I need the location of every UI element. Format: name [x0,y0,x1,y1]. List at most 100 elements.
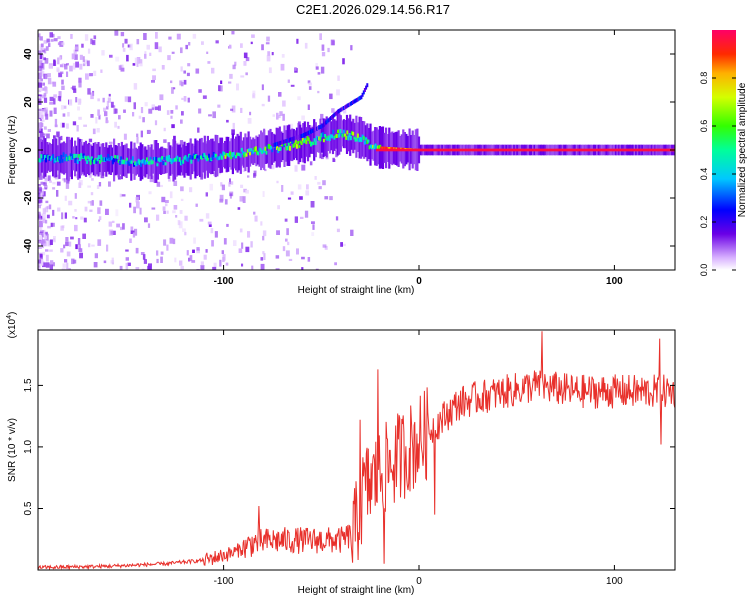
heatmap-branch-cell [297,135,300,140]
heatmap-halo-cell [285,130,288,162]
heatmap-noise-cell [267,51,271,56]
heatmap-noise-cell [98,182,102,187]
heatmap-branch-cell [353,99,356,104]
heatmap-ridge-cell [369,144,372,149]
heatmap-noise-cell [125,262,129,270]
heatmap-ridge-cell [229,151,232,156]
heatmap-noise-cell [163,210,166,214]
heatmap-noise-cell [38,175,43,180]
heatmap-branch-cell [281,140,284,145]
heatmap-noise-cell [223,238,227,245]
heatmap-noise-cell [188,257,191,262]
heatmap-ridge-cell [327,135,330,140]
heatmap-noise-cell [42,208,46,215]
heatmap-noise-cell [58,72,63,78]
heatmap-noise-cell [38,184,41,188]
spectrogram-y-tick-label: -40 [23,238,34,253]
heatmap-noise-cell [74,209,77,212]
heatmap-branch-cell [288,137,291,142]
heatmap-ridge-cell [251,151,254,155]
heatmap-ridge-cell [353,136,356,140]
heatmap-ridge-cell [121,159,124,165]
heatmap-noise-cell [321,52,326,57]
heatmap-noise-cell [108,181,111,187]
heatmap-noise-cell [322,244,327,248]
heatmap-noise-cell [281,54,285,58]
heatmap-noise-cell [243,61,247,66]
heatmap-noise-cell [50,39,54,42]
heatmap-noise-cell [61,85,65,90]
heatmap-halo-cell [361,121,364,157]
heatmap-ridge-cell [129,159,132,164]
heatmap-noise-cell [115,56,120,62]
heatmap-noise-cell [102,97,105,103]
heatmap-noise-cell [151,80,155,83]
heatmap-ridge-cell [378,145,380,151]
heatmap-noise-cell [132,232,136,238]
heatmap-noise-cell [240,107,243,113]
heatmap-branch-cell [341,106,344,111]
heatmap-noise-cell [250,41,253,45]
colorbar-tick-label: 0.4 [699,168,709,181]
heatmap-noise-cell [277,205,280,210]
heatmap-noise-cell [49,180,52,183]
heatmap-noise-cell [40,192,43,200]
heatmap-noise-cell [41,43,44,48]
heatmap-noise-cell [350,229,354,236]
heatmap-branch-cell [314,127,317,132]
heatmap-noise-cell [44,109,48,117]
heatmap-ridge-cell [249,152,251,156]
heatmap-ridge-cell [107,153,110,159]
heatmap-ridge-cell [256,150,259,155]
heatmap-noise-cell [45,249,49,252]
heatmap-noise-cell [47,240,52,247]
heatmap-noise-cell [183,96,187,102]
heatmap-branch-cell [324,121,327,126]
heatmap-branch-cell [285,139,288,143]
heatmap-noise-cell [46,38,50,43]
heatmap-noise-cell [46,214,50,219]
heatmap-halo-cell [164,148,167,174]
heatmap-noise-cell [38,200,41,204]
heatmap-noise-cell [53,94,57,98]
heatmap-noise-cell [57,36,61,40]
heatmap-ridge-cell [190,159,193,164]
heatmap-noise-cell [329,196,333,201]
heatmap-noise-cell [220,80,223,84]
heatmap-ridge-cell [49,157,52,162]
heatmap-noise-cell [208,114,212,117]
heatmap-noise-cell [52,187,56,190]
heatmap-ridge-cell [74,158,77,163]
heatmap-noise-cell [42,214,46,219]
heatmap-noise-cell [139,59,143,64]
heatmap-noise-cell [87,88,91,95]
heatmap-noise-cell [77,106,80,111]
heatmap-noise-cell [70,34,73,39]
heatmap-ridge-cell [204,155,207,160]
heatmap-noise-cell [118,65,122,70]
heatmap-branch-cell [290,137,293,142]
heatmap-noise-cell [168,36,172,40]
heatmap-noise-cell [173,87,176,90]
heatmap-ridge-cell [169,158,172,162]
heatmap-branch-cell [310,129,312,134]
heatmap-ridge-cell [40,154,43,159]
heatmap-noise-cell [53,236,56,243]
heatmap-noise-cell [247,231,251,238]
heatmap-ridge-cell [136,160,139,166]
heatmap-halo-cell [342,119,345,149]
heatmap-noise-cell [133,206,136,214]
heatmap-halo-cell [266,135,269,164]
heatmap-ridge-cell [319,136,322,142]
heatmap-ridge-cell [114,155,117,159]
heatmap-branch-cell [279,140,282,145]
heatmap-ridge-cell [184,155,187,160]
heatmap-ridge-cell [389,147,392,150]
heatmap-ridge-cell [337,129,339,133]
heatmap-noise-cell [120,226,123,231]
heatmap-noise-cell [38,260,41,268]
heatmap-branch-cell [286,138,289,143]
heatmap-ridge-cell [39,159,42,163]
heatmap-ridge-cell [47,155,50,160]
colorbar-tick-label: 0.0 [699,264,709,277]
